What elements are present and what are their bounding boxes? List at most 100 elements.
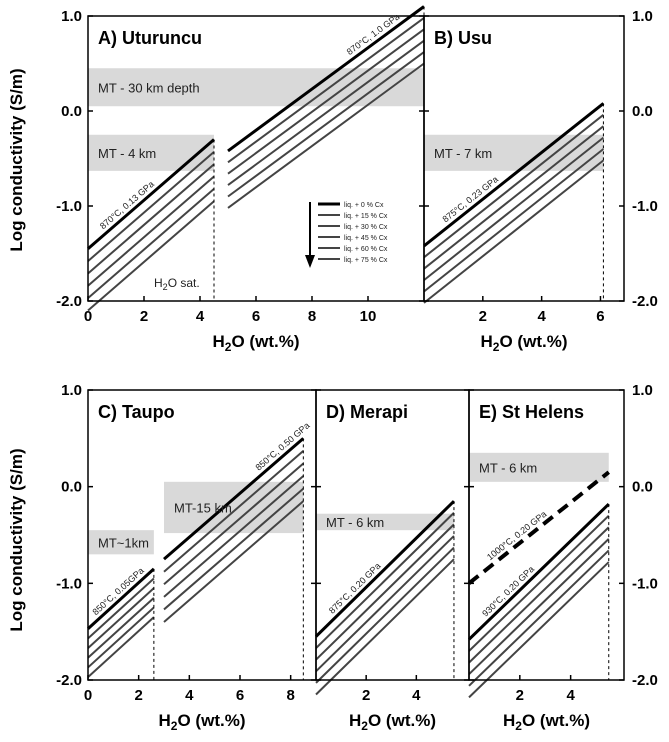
panel-a-group-2-line-1 (227, 5, 425, 153)
legend-entry-2: liq. + 15 % Cx (344, 213, 388, 220)
panel-d-group-1-line-2 (315, 512, 455, 649)
panel-b-ytick-label-right: -1.0 (632, 198, 658, 215)
panel-a-xtick-label: 0 (84, 308, 92, 325)
panel-a-group-2-line-4 (227, 39, 425, 186)
panel-c-group-2-line-2 (163, 450, 304, 573)
panel-b-group-1-line-4 (423, 136, 605, 281)
panel-c-group-2-line-4 (163, 475, 304, 598)
panel-d-line-label-1: 875°C, 0.20 GPa (327, 561, 383, 616)
panel-c-mt-band-label-1: MT~1km (98, 535, 149, 550)
panel-c-group-2-line-6 (163, 500, 304, 623)
panel-e-group-2-line-5 (468, 549, 610, 687)
conductivity-lines-layer (86, 5, 610, 699)
panel-e-frame (468, 389, 625, 681)
panel-c-group-2-line-3 (163, 462, 304, 586)
legend-entry-1: liq. + 0 % Cx (344, 202, 384, 209)
panel-a-xtick-label: 2 (140, 308, 148, 325)
panel-c-ytick-label: -1.0 (56, 575, 82, 592)
panel-c-xtick-label: 2 (134, 687, 142, 704)
panel-d-group-1-line-4 (315, 535, 455, 673)
panel-b-ytick-label-right: 0.0 (632, 103, 653, 120)
panel-b-group-1-line-1 (423, 102, 605, 248)
panel-e-ytick-label-right: -1.0 (632, 575, 658, 592)
panel-c-group-1-line-5 (87, 606, 155, 669)
panel-c-group-1-line-1 (86, 567, 155, 630)
panel-e-group-2-line-3 (468, 526, 610, 664)
panel-d-group-1-line-3 (315, 523, 455, 661)
panel-b-xtick-label: 4 (537, 308, 546, 325)
panel-a-title: A) Uturuncu (98, 28, 202, 48)
panel-b-mt-band-1 (424, 134, 604, 171)
panel-a-group-1-line-2 (87, 151, 215, 262)
panel-c-group-1-line-4 (87, 597, 155, 659)
panel-e-x-axis-label: H2O (wt.%) (503, 711, 590, 733)
panel-a-group-2-line-6 (227, 62, 425, 209)
panel-b-x-axis-label: H2O (wt.%) (481, 332, 568, 354)
panel-a-x-axis-label: H2O (wt.%) (213, 332, 300, 354)
panel-e-mt-band-1 (469, 452, 609, 482)
panel-d-mt-band-1 (316, 513, 454, 531)
panel-d-xtick-label: 2 (362, 687, 370, 704)
panel-c-xtick-label: 0 (84, 687, 92, 704)
panel-a-h2o-sat-label: H2O sat. (154, 276, 200, 292)
panel-b-xtick-label: 6 (596, 308, 604, 325)
panel-a-group-1-line-1 (87, 138, 215, 250)
panel-b-mt-band-label-1: MT - 7 km (434, 146, 492, 161)
legend-arrow (305, 202, 315, 268)
panel-d-xtick-label: 4 (412, 687, 421, 704)
panel-d-title: D) Merapi (326, 402, 408, 422)
panel-b-group-1-line-2 (423, 114, 605, 259)
panel-a-mt-band-label-1: MT - 30 km depth (98, 80, 200, 95)
panel-d-mt-band-label-1: MT - 6 km (326, 515, 384, 530)
panel-a-ytick-label: 1.0 (61, 8, 82, 25)
panel-e-ytick-label-right: 1.0 (632, 382, 653, 399)
panel-c-ytick-label: -2.0 (56, 672, 82, 689)
panel-c-group-1-line-6 (87, 616, 155, 678)
panel-d-group-1-line-6 (315, 558, 455, 696)
panel-e-group-1-line-1 (467, 470, 610, 585)
panel-a-xtick-label: 4 (196, 308, 205, 325)
panel-a-ytick-label: -1.0 (56, 198, 82, 215)
panel-c-xtick-label: 6 (236, 687, 244, 704)
panel-c-group-2-line-5 (163, 487, 304, 611)
panel-c-xtick-label: 4 (185, 687, 194, 704)
panel-c-title: C) Taupo (98, 402, 175, 422)
panel-a-group-1-line-3 (87, 163, 215, 275)
panel-a-group-1-line-4 (87, 175, 215, 287)
panel-d-x-axis-label: H2O (wt.%) (349, 711, 436, 733)
panel-b-group-1-line-6 (423, 159, 605, 304)
panel-b-group-1-line-3 (423, 125, 605, 270)
panel-e-line-label-1: 1000°C, 0.20 GPa (485, 509, 548, 562)
panel-a-mt-band-label-2: MT - 4 km (98, 146, 156, 161)
panel-a-group-2-line-3 (227, 28, 425, 175)
panel-c-mt-band-label-2: MT-15 km (174, 500, 232, 515)
legend-lines: liq. + 0 % Cx liq. + 15 % Cx liq. + 30 % C… (318, 202, 388, 264)
panel-a-group-1-line-6 (87, 200, 215, 312)
panel-a-group-2-line-5 (227, 51, 425, 198)
panel-e-group-2-line-2 (468, 514, 610, 652)
panel-c-ytick-label: 0.0 (61, 479, 82, 496)
panel-a-xtick-label: 8 (308, 308, 316, 325)
panel-e-xtick-label: 2 (516, 687, 524, 704)
panel-b-title: B) Usu (434, 28, 492, 48)
panel-b-line-label-1: 875°C, 0.23 GPa (441, 174, 501, 224)
panel-a-line-label-2: 870°C, 1.0 GPa (345, 11, 402, 57)
panel-b-group-1-line-5 (423, 148, 605, 293)
panel-e-mt-band-label-1: MT - 6 km (479, 460, 537, 475)
panel-a-mt-band-1 (88, 68, 424, 107)
panel-e-group-2-line-1 (467, 502, 610, 641)
legend-entry-3: liq. + 30 % Cx (344, 224, 388, 231)
legend: liq. + 0 % Cx liq. + 15 % Cx liq. + 30 % C… (305, 202, 388, 268)
panel-b-ytick-label-right: -2.0 (632, 293, 658, 310)
panel-e-ytick-label-right: 0.0 (632, 479, 653, 496)
panel-a-group-1-line-5 (87, 188, 215, 299)
panel-e-group-2-line-4 (468, 538, 610, 675)
panel-b-frame (423, 15, 625, 302)
y-axis-label-bottom: Log conductivity (S/m) (7, 448, 26, 631)
panel-b-ytick-label-right: 1.0 (632, 8, 653, 25)
panel-d-group-1-line-1 (314, 500, 456, 638)
panel-e-group-2-line-6 (468, 561, 610, 699)
panel-c-group-1-line-2 (87, 577, 155, 640)
panel-a-mt-band-2 (88, 134, 214, 171)
